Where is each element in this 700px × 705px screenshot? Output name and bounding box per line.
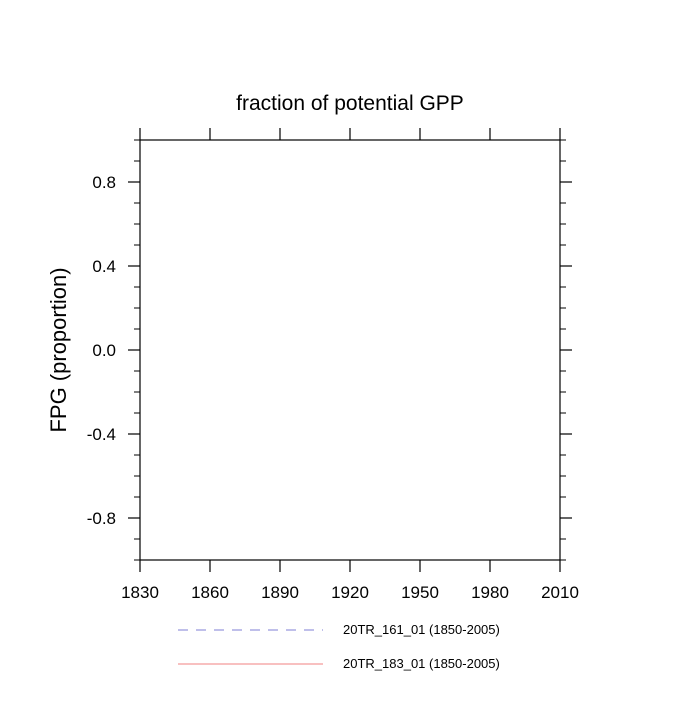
x-tick-label: 1950 (401, 583, 439, 602)
x-tick-label: 2010 (541, 583, 579, 602)
y-tick-label: 0.4 (92, 257, 116, 276)
x-tick-label: 1860 (191, 583, 229, 602)
x-tick-label: 1830 (121, 583, 159, 602)
plot-area-frame (139, 139, 561, 561)
y-tick-label: 0.0 (92, 341, 116, 360)
y-tick-label: 0.8 (92, 173, 116, 192)
chart-title: fraction of potential GPP (236, 92, 464, 115)
x-tick-label: 1890 (261, 583, 299, 602)
y-axis-label: FPG (proportion) (46, 267, 71, 432)
x-tick-label: 1920 (331, 583, 369, 602)
y-tick-label: -0.8 (87, 509, 116, 528)
y-tick-label: -0.4 (87, 425, 116, 444)
x-tick-label: 1980 (471, 583, 509, 602)
legend-label-1: 20TR_183_01 (1850-2005) (343, 656, 500, 671)
legend-label-0: 20TR_161_01 (1850-2005) (343, 622, 500, 637)
axis-ticks: 1830 1860 1890 1920 1950 1980 2010 -0.8 -0.4 0.0 0… (87, 128, 579, 602)
legend: 20TR_161_01 (1850-2005) 20TR_183_01 (1850… (178, 622, 500, 671)
